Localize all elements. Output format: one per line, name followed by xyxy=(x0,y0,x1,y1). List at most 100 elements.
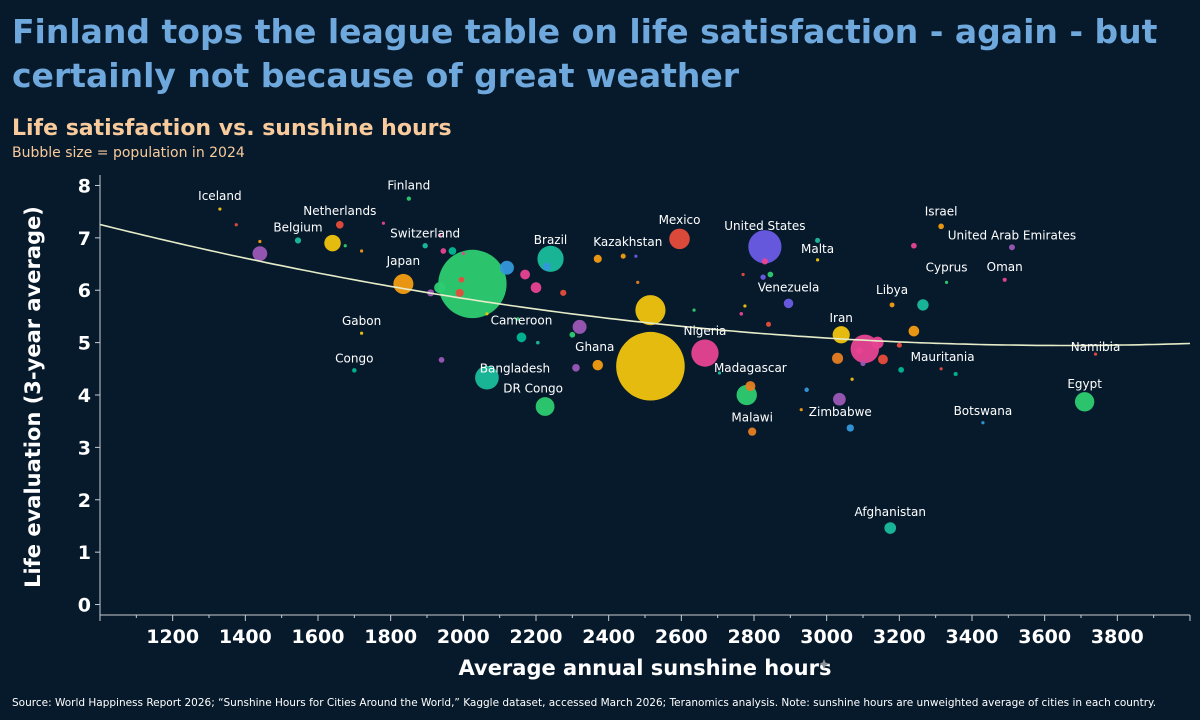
bubble-israel xyxy=(938,223,944,230)
country-label-brazil: Brazil xyxy=(534,233,568,247)
country-label-switzerland: Switzerland xyxy=(390,227,460,241)
country-label-iceland: Iceland xyxy=(198,189,241,203)
country-label-venezuela: Venezuela xyxy=(758,280,820,294)
bubble xyxy=(536,340,540,345)
bubble xyxy=(234,223,238,227)
bubble-iran xyxy=(832,326,850,344)
bubble xyxy=(765,321,772,327)
bubble xyxy=(634,254,638,258)
x-tick-label: 1800 xyxy=(364,626,417,648)
bubble xyxy=(616,331,685,401)
bubble-congo xyxy=(352,368,357,373)
chart-title: Finland tops the league table on life sa… xyxy=(12,12,1158,95)
country-label-bangladesh: Bangladesh xyxy=(480,362,550,376)
country-label-dr-congo: DR Congo xyxy=(503,382,563,396)
bubble xyxy=(458,276,465,283)
bubble-cyprus xyxy=(944,280,949,284)
country-label-cyprus: Cyprus xyxy=(926,260,968,274)
bubble xyxy=(741,272,745,277)
bubble xyxy=(434,282,446,294)
bubble xyxy=(560,289,567,296)
y-axis-title: Life evaluation (3-year average) xyxy=(21,206,45,588)
y-tick-label: 7 xyxy=(78,228,91,250)
y-tick-label: 1 xyxy=(78,542,91,564)
y-tick-label: 2 xyxy=(78,490,91,512)
bubble xyxy=(799,408,803,412)
country-label-namibia: Namibia xyxy=(1071,340,1121,354)
bubble xyxy=(499,260,514,275)
country-label-madagascar: Madagascar xyxy=(714,361,787,375)
x-tick-label: 1200 xyxy=(146,626,199,648)
bubble xyxy=(878,354,888,365)
bubble xyxy=(635,295,666,326)
country-label-israel: Israel xyxy=(925,204,958,218)
bubble-venezuela xyxy=(783,298,794,309)
x-tick-label: 2000 xyxy=(437,626,490,648)
bubble-layer xyxy=(218,196,1098,534)
bubble-united-states xyxy=(748,230,782,264)
x-axis: 1200 1400 1600 1800 2000 2200 2400 2600 2800 3000… xyxy=(99,614,1191,648)
source-note: Source: World Happiness Report 2026; “Su… xyxy=(12,697,1157,709)
bubble xyxy=(455,288,464,297)
x-tick-label: 3800 xyxy=(1091,626,1144,648)
bubble xyxy=(850,377,854,381)
bubble xyxy=(448,247,457,255)
bubble xyxy=(381,221,385,225)
country-label-mexico: Mexico xyxy=(659,213,701,227)
bubble-gabon xyxy=(360,331,364,335)
bubble-japan xyxy=(393,273,414,294)
x-tick-label: 1600 xyxy=(292,626,345,648)
bubble-nigeria xyxy=(691,339,719,367)
sparkle-icon xyxy=(819,659,829,669)
bubble xyxy=(739,312,744,316)
bubble-oman xyxy=(1002,277,1007,282)
bubble xyxy=(871,336,884,349)
country-label-ghana: Ghana xyxy=(575,340,614,354)
country-label-botswana: Botswana xyxy=(954,404,1013,418)
country-label-belgium: Belgium xyxy=(273,220,322,234)
bubble xyxy=(743,304,747,308)
trendline-layer xyxy=(99,223,1191,347)
bubble xyxy=(761,258,769,265)
bubble xyxy=(461,251,465,256)
bubble xyxy=(252,246,268,261)
bubble-libya xyxy=(889,302,895,308)
bubble xyxy=(258,239,262,244)
country-label-layer: Iceland Finland Netherlands Belgium Switzerl… xyxy=(198,179,1120,519)
y-tick-label: 4 xyxy=(78,385,91,407)
bubble-malawi xyxy=(748,427,757,436)
country-label-mauritania: Mauritania xyxy=(911,350,975,364)
bubble-finland xyxy=(406,196,411,201)
bubble-dr-congo xyxy=(535,397,555,416)
country-label-nigeria: Nigeria xyxy=(683,324,726,338)
bubble-zimbabwe xyxy=(846,424,854,432)
bubble xyxy=(485,312,489,316)
bubble xyxy=(917,299,929,311)
bubble-bangladesh xyxy=(475,365,499,390)
bubble xyxy=(896,342,902,348)
bubble xyxy=(530,282,542,293)
bubble xyxy=(542,262,551,271)
country-label-malta: Malta xyxy=(801,242,834,256)
country-label-congo: Congo xyxy=(335,351,373,365)
bubble xyxy=(343,244,347,248)
y-tick-label: 3 xyxy=(78,437,91,459)
bubble xyxy=(620,253,626,259)
bubble xyxy=(324,234,341,252)
bubble xyxy=(855,346,863,354)
y-tick-label: 8 xyxy=(78,175,91,197)
bubble-netherlands xyxy=(335,220,344,229)
bubble xyxy=(569,331,576,338)
country-label-kazakhstan: Kazakhstan xyxy=(593,235,662,249)
bubble-cameroon xyxy=(516,332,527,343)
country-label-libya: Libya xyxy=(876,283,908,297)
bubble xyxy=(815,237,821,244)
country-label-malawi: Malawi xyxy=(731,411,773,425)
bubble xyxy=(833,392,846,406)
bubble xyxy=(911,242,917,249)
bubble xyxy=(438,357,445,363)
bubble xyxy=(636,280,640,284)
bubble-egypt xyxy=(1074,392,1095,412)
country-label-egypt: Egypt xyxy=(1067,377,1102,391)
